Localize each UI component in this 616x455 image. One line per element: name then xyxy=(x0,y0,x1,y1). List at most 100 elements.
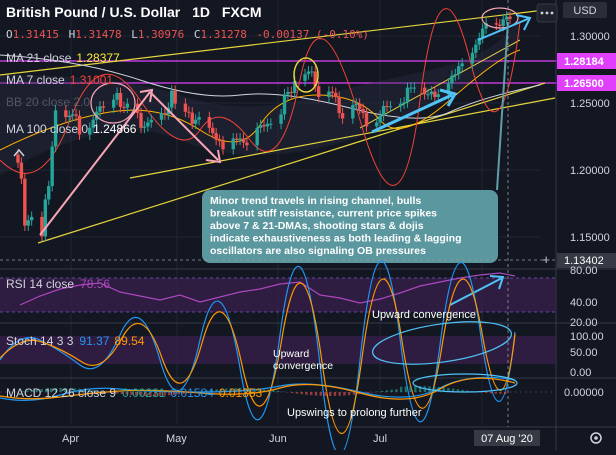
candle-body xyxy=(218,140,221,141)
add-level-icon[interactable]: + xyxy=(542,252,550,267)
candle-body xyxy=(27,220,30,225)
candle-body xyxy=(139,113,142,128)
candle-body xyxy=(303,74,306,81)
candle-body xyxy=(20,163,23,179)
candle-body xyxy=(143,126,146,127)
macd-bar xyxy=(272,390,274,392)
candle-body xyxy=(68,116,71,117)
svg-text:20.00: 20.00 xyxy=(570,317,598,329)
candle-body xyxy=(389,106,392,107)
candle-body xyxy=(74,114,77,115)
macd-bar xyxy=(324,392,326,396)
candle-body xyxy=(112,100,115,108)
macd-bar xyxy=(367,392,369,393)
macd-bar xyxy=(504,392,506,394)
candle-body xyxy=(184,104,187,112)
macd-bar xyxy=(495,392,497,394)
candle-body xyxy=(232,139,235,150)
candle-body xyxy=(508,17,511,19)
candle-body xyxy=(501,19,504,26)
candle-body xyxy=(399,104,402,107)
macd-bar xyxy=(386,390,388,392)
candle-body xyxy=(126,104,129,108)
candle-body xyxy=(365,113,368,126)
candle-body xyxy=(214,133,217,140)
candle-body xyxy=(286,92,289,94)
time-tick: Apr xyxy=(62,433,79,445)
more-options-icon[interactable] xyxy=(537,4,557,22)
macd-bar xyxy=(301,392,303,394)
current-date: 07 Aug '20 xyxy=(481,433,533,445)
candle-body xyxy=(255,128,258,145)
candle-body xyxy=(211,128,214,133)
svg-text:40.00: 40.00 xyxy=(570,297,598,309)
macd-bar xyxy=(400,387,402,392)
price-tick: 1.20000 xyxy=(570,165,610,177)
candle-body xyxy=(160,113,163,120)
svg-text:0.00000: 0.00000 xyxy=(564,387,604,399)
rsi-note: Upward convergence xyxy=(372,309,476,321)
macd-bar xyxy=(405,386,407,392)
currency-label: USD xyxy=(573,5,596,17)
macd-bar xyxy=(414,386,416,392)
macd-bar xyxy=(485,392,487,393)
macd-bar xyxy=(296,392,298,394)
svg-text:80.00: 80.00 xyxy=(570,265,598,277)
candle-body xyxy=(385,106,388,107)
candle-body xyxy=(187,112,190,113)
candle-body xyxy=(98,106,101,111)
candle-body xyxy=(262,125,265,126)
macd-bar xyxy=(329,392,331,396)
macd-bar xyxy=(310,392,312,395)
price-tick: 1.30000 xyxy=(570,31,610,43)
candle-body xyxy=(146,122,149,126)
candle-body xyxy=(351,105,354,118)
candle-body xyxy=(310,72,313,73)
interval: 1D xyxy=(192,4,210,20)
macd-bar xyxy=(338,392,340,396)
candle-body xyxy=(71,114,74,115)
macd-bar xyxy=(334,392,336,396)
candle-body xyxy=(460,63,463,66)
level-label-1: 1.28184 xyxy=(564,56,605,68)
candle-body xyxy=(361,109,364,113)
candle-body xyxy=(334,93,337,97)
svg-text:100.00: 100.00 xyxy=(570,331,604,343)
svg-text:0.00: 0.00 xyxy=(570,367,591,379)
candle-body xyxy=(495,23,498,24)
candle-body xyxy=(150,120,153,123)
macd-bar xyxy=(499,392,501,394)
candle-body xyxy=(337,97,340,113)
candle-body xyxy=(426,94,429,95)
candle-body xyxy=(16,155,19,163)
macd-bar xyxy=(353,392,355,395)
macd-bar xyxy=(320,392,322,396)
candle-body xyxy=(358,104,361,109)
annotation-line: indicate exhaustiveness as both leading … xyxy=(210,233,461,245)
candle-body xyxy=(406,88,409,103)
candle-body xyxy=(290,92,293,93)
macd-bar xyxy=(291,392,293,393)
annotation-line: oscillators are also signaling OB pressu… xyxy=(210,245,426,257)
source: FXCM xyxy=(222,4,262,20)
candle-body xyxy=(430,92,433,95)
candle-body xyxy=(245,143,248,146)
candle-body xyxy=(382,106,385,116)
candle-body xyxy=(409,88,412,89)
candle-body xyxy=(283,94,286,114)
candle-body xyxy=(208,117,211,128)
time-tick: Jul xyxy=(373,433,387,445)
macd-bar xyxy=(381,391,383,392)
candle-body xyxy=(331,92,334,93)
candle-body xyxy=(423,88,426,95)
candle-body xyxy=(115,93,118,100)
time-tick: Jun xyxy=(269,433,287,445)
macd-bar xyxy=(409,386,411,392)
candle-body xyxy=(102,106,105,107)
candle-body xyxy=(433,92,436,97)
